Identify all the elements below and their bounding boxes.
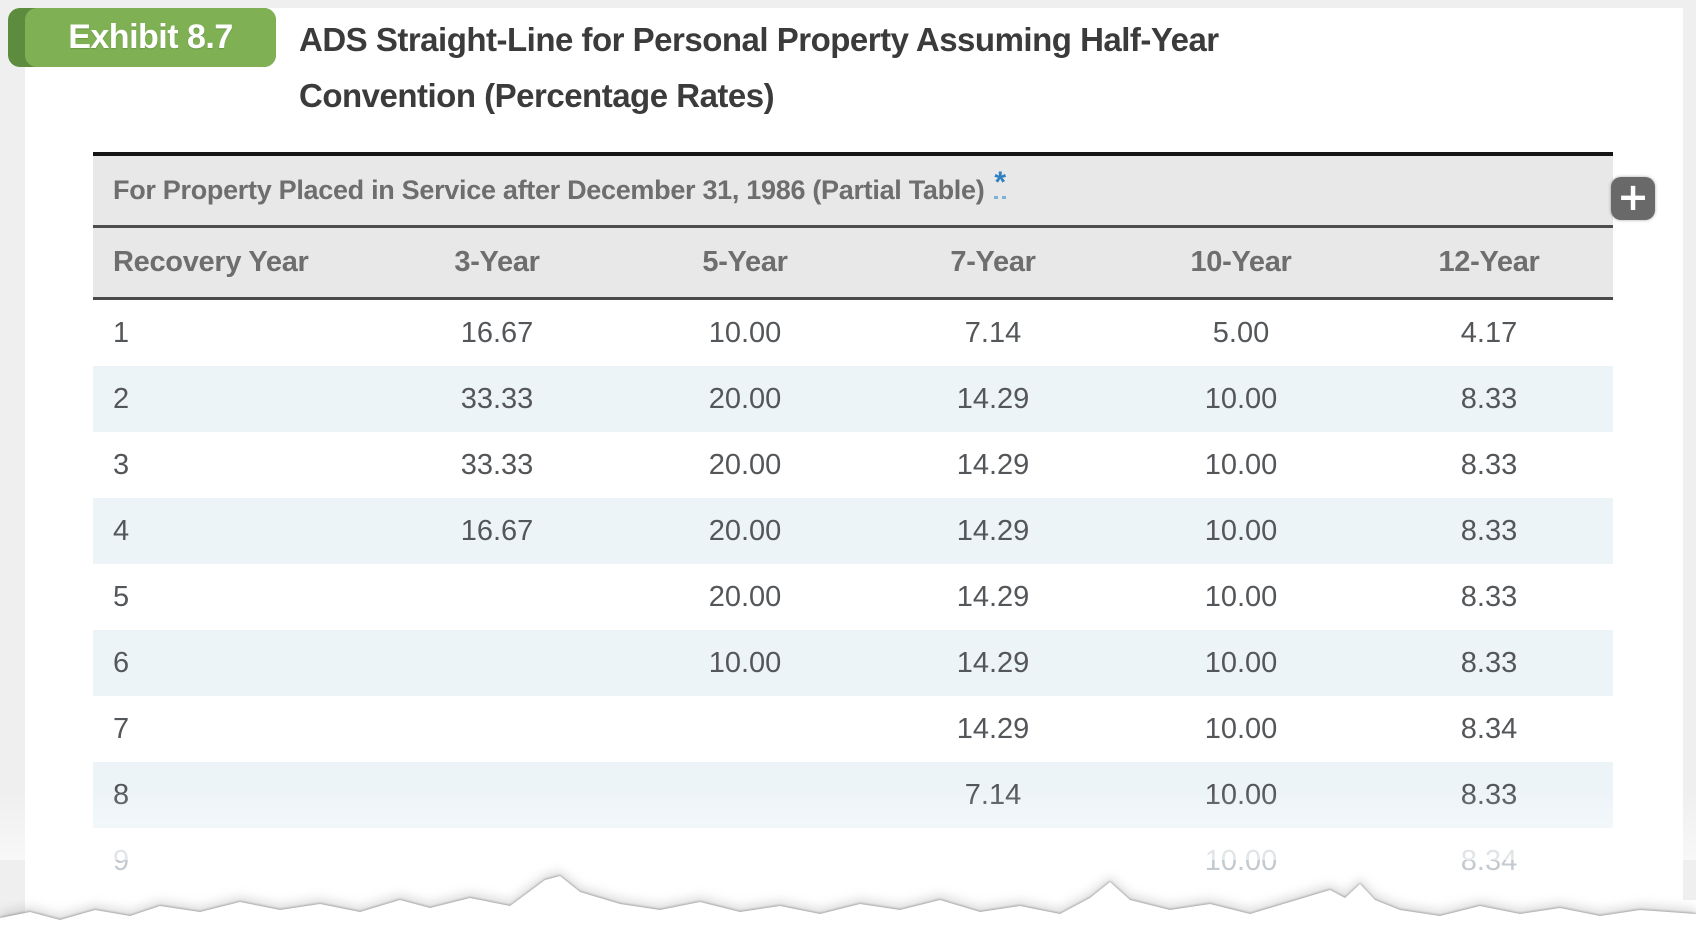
rates-table: Recovery Year 3-Year 5-Year 7-Year 10-Ye… [93, 228, 1613, 894]
page-edge-left [0, 8, 25, 930]
rate-cell: 10.00 [1117, 828, 1365, 894]
table-row: 5 20.00 14.29 10.00 8.33 [93, 564, 1613, 630]
table-header-row: Recovery Year 3-Year 5-Year 7-Year 10-Ye… [93, 228, 1613, 300]
exhibit-title-line2: Convention (Percentage Rates) [299, 77, 775, 114]
rate-cell: 10.00 [1117, 762, 1365, 828]
column-header-10-year: 10-Year [1117, 228, 1365, 300]
rate-cell: 8.33 [1365, 498, 1613, 564]
page-edge-right [1683, 8, 1696, 900]
table-row: 3 33.33 20.00 14.29 10.00 8.33 [93, 432, 1613, 498]
rate-cell: 14.29 [869, 696, 1117, 762]
rate-cell: 7.14 [869, 298, 1117, 366]
exhibit-table: For Property Placed in Service after Dec… [93, 152, 1613, 894]
rate-cell: 10.00 [1117, 366, 1365, 432]
table-row: 1 16.67 10.00 7.14 5.00 4.17 [93, 298, 1613, 366]
exhibit-badge-label: Exhibit 8.7 [68, 18, 233, 56]
rate-cell: 33.33 [373, 366, 621, 432]
recovery-year-cell: 5 [93, 564, 373, 630]
rate-cell [373, 762, 621, 828]
column-header-recovery-year: Recovery Year [93, 228, 373, 300]
recovery-year-cell: 3 [93, 432, 373, 498]
exhibit-title-line1: ADS Straight-Line for Personal Property … [299, 21, 1219, 58]
table-row: 7 14.29 10.00 8.34 [93, 696, 1613, 762]
table-caption-bar: For Property Placed in Service after Dec… [93, 152, 1613, 228]
rate-cell: 8.33 [1365, 432, 1613, 498]
rate-cell [373, 696, 621, 762]
exhibit-badge: Exhibit 8.7 [8, 8, 276, 67]
page-edge-top [0, 0, 1696, 8]
rate-cell: 10.00 [1117, 564, 1365, 630]
table-body: 1 16.67 10.00 7.14 5.00 4.17 2 33.33 20.… [93, 298, 1613, 894]
rate-cell: 14.29 [869, 432, 1117, 498]
rate-cell [373, 564, 621, 630]
rate-cell: 10.00 [1117, 696, 1365, 762]
rate-cell [373, 828, 621, 894]
column-header-12-year: 12-Year [1365, 228, 1613, 300]
column-header-3-year: 3-Year [373, 228, 621, 300]
rate-cell [373, 630, 621, 696]
rate-cell: 14.29 [869, 498, 1117, 564]
recovery-year-cell: 7 [93, 696, 373, 762]
rate-cell: 14.29 [869, 630, 1117, 696]
rate-cell: 16.67 [373, 498, 621, 564]
rate-cell [621, 762, 869, 828]
rate-cell: 10.00 [1117, 630, 1365, 696]
rate-cell [621, 696, 869, 762]
rate-cell: 20.00 [621, 432, 869, 498]
recovery-year-cell: 6 [93, 630, 373, 696]
table-row: 8 7.14 10.00 8.33 [93, 762, 1613, 828]
column-header-5-year: 5-Year [621, 228, 869, 300]
rate-cell: 14.29 [869, 564, 1117, 630]
rate-cell: 20.00 [621, 366, 869, 432]
rate-cell: 16.67 [373, 298, 621, 366]
rate-cell: 8.33 [1365, 366, 1613, 432]
rate-cell: 10.00 [1117, 432, 1365, 498]
table-row: 6 10.00 14.29 10.00 8.33 [93, 630, 1613, 696]
table-row: 2 33.33 20.00 14.29 10.00 8.33 [93, 366, 1613, 432]
rate-cell: 7.14 [869, 762, 1117, 828]
exhibit-badge-body: Exhibit 8.7 [25, 8, 276, 67]
table-caption: For Property Placed in Service after Dec… [113, 175, 985, 205]
exhibit-title: ADS Straight-Line for Personal Property … [299, 12, 1479, 124]
rate-cell: 10.00 [621, 298, 869, 366]
recovery-year-cell: 2 [93, 366, 373, 432]
recovery-year-cell: 9 [93, 828, 373, 894]
column-header-7-year: 7-Year [869, 228, 1117, 300]
expand-table-button[interactable]: + [1611, 177, 1655, 220]
rate-cell: 8.34 [1365, 696, 1613, 762]
rate-cell: 20.00 [621, 498, 869, 564]
recovery-year-cell: 1 [93, 298, 373, 366]
rate-cell [869, 828, 1117, 894]
rate-cell: 8.34 [1365, 828, 1613, 894]
table-row: 4 16.67 20.00 14.29 10.00 8.33 [93, 498, 1613, 564]
rate-cell: 14.29 [869, 366, 1117, 432]
footnote-asterisk-link[interactable]: * [994, 166, 1007, 199]
rate-cell: 8.33 [1365, 564, 1613, 630]
rate-cell: 10.00 [621, 630, 869, 696]
rate-cell [621, 828, 869, 894]
rate-cell: 5.00 [1117, 298, 1365, 366]
rate-cell: 33.33 [373, 432, 621, 498]
rate-cell: 8.33 [1365, 762, 1613, 828]
rate-cell: 20.00 [621, 564, 869, 630]
rate-cell: 8.33 [1365, 630, 1613, 696]
rate-cell: 10.00 [1117, 498, 1365, 564]
rate-cell: 4.17 [1365, 298, 1613, 366]
recovery-year-cell: 4 [93, 498, 373, 564]
plus-icon: + [1617, 174, 1649, 219]
table-row: 9 10.00 8.34 [93, 828, 1613, 894]
recovery-year-cell: 8 [93, 762, 373, 828]
